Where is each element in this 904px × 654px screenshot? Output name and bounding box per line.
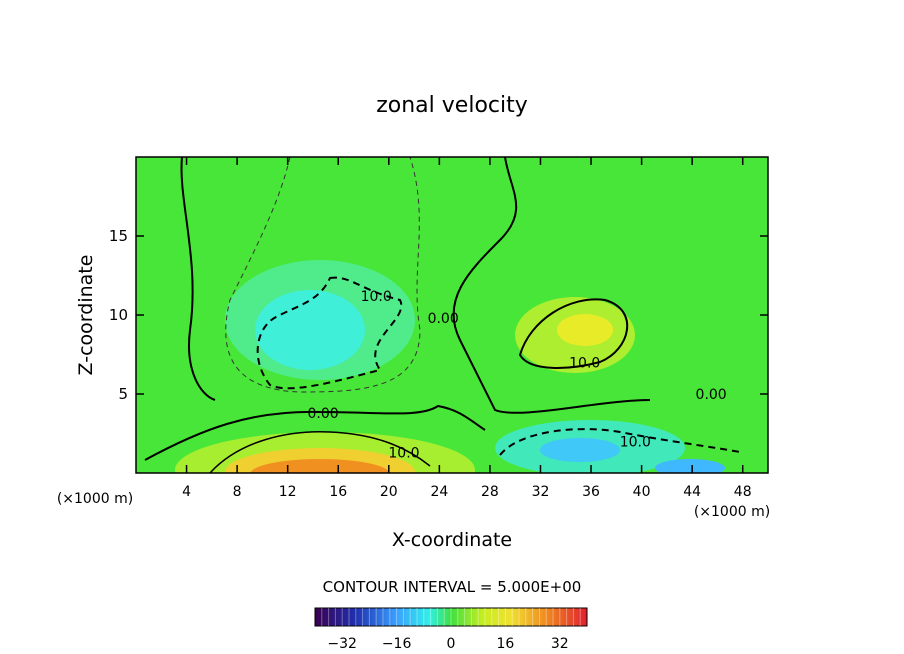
contour-label: 0.00 [307,406,338,422]
x-tick-label: 12 [279,484,297,500]
x-tick-label: 48 [734,484,752,500]
contour-label: 10.0 [361,289,392,305]
x-axis-label: X-coordinate [392,529,512,551]
jet-core [250,459,390,473]
y-tick-label: 15 [109,227,128,245]
contour-label: 10.0 [569,355,600,371]
x-unit-left: (×1000 m) [57,491,133,507]
contour-label: 0.00 [428,311,459,327]
x-tick-label: 44 [683,484,701,500]
y-tick-label: 10 [109,306,128,324]
chart-title: zonal velocity [376,93,528,118]
contour-label: 10.0 [620,434,651,450]
colorbar-ticks: −32 −16 0 16 32 [321,608,581,652]
colorbar-tick-label: 0 [447,636,456,652]
contour-thin-upper [225,157,421,393]
contour-interval-text: CONTOUR INTERVAL = 5.000E+00 [323,578,582,596]
contour-jet-ten [209,431,431,473]
x-tick-label: 28 [481,484,499,500]
x-tick-label: 32 [532,484,550,500]
colorbar-tick-label: −16 [382,636,412,652]
x-tick-label: 8 [233,484,242,500]
y-axis: 5 10 15 [109,227,768,403]
contour-zero-upper-right [452,157,651,414]
contour-negative-upper [256,276,403,390]
positive-core-right [557,314,613,346]
negative-core-lower-right [540,438,620,462]
colorbar-tick-label: 16 [496,636,514,652]
contour-zero-left [180,157,216,401]
negative-core-lower-far-right [655,459,725,473]
contour-zero-jet [144,404,486,461]
x-tick-label: 36 [582,484,600,500]
x-tick-label: 20 [380,484,398,500]
contour-labels: 10.0 0.00 0.00 10.0 10.0 0.00 10.0 [307,289,726,461]
y-axis-label: Z-coordinate [75,255,97,376]
x-tick-label: 4 [182,484,191,500]
colorbar-tick-label: 32 [551,636,569,652]
x-unit-right: (×1000 m) [694,504,770,520]
y-tick-label: 5 [118,385,128,403]
x-tick-label: 24 [430,484,448,500]
negative-core-upper [255,290,365,370]
colorbar [314,607,588,627]
x-axis: 4 8 12 16 20 24 28 32 36 40 44 48 [182,157,752,500]
x-tick-label: 40 [633,484,651,500]
contour-label: 0.00 [696,387,727,403]
contour-negative-lower-right [499,428,741,456]
contour-positive-right [518,298,629,369]
contour-label: 10.0 [388,445,419,461]
x-tick-label: 16 [329,484,347,500]
colorbar-tick-label: −32 [327,636,357,652]
heatmap-field [136,157,768,473]
